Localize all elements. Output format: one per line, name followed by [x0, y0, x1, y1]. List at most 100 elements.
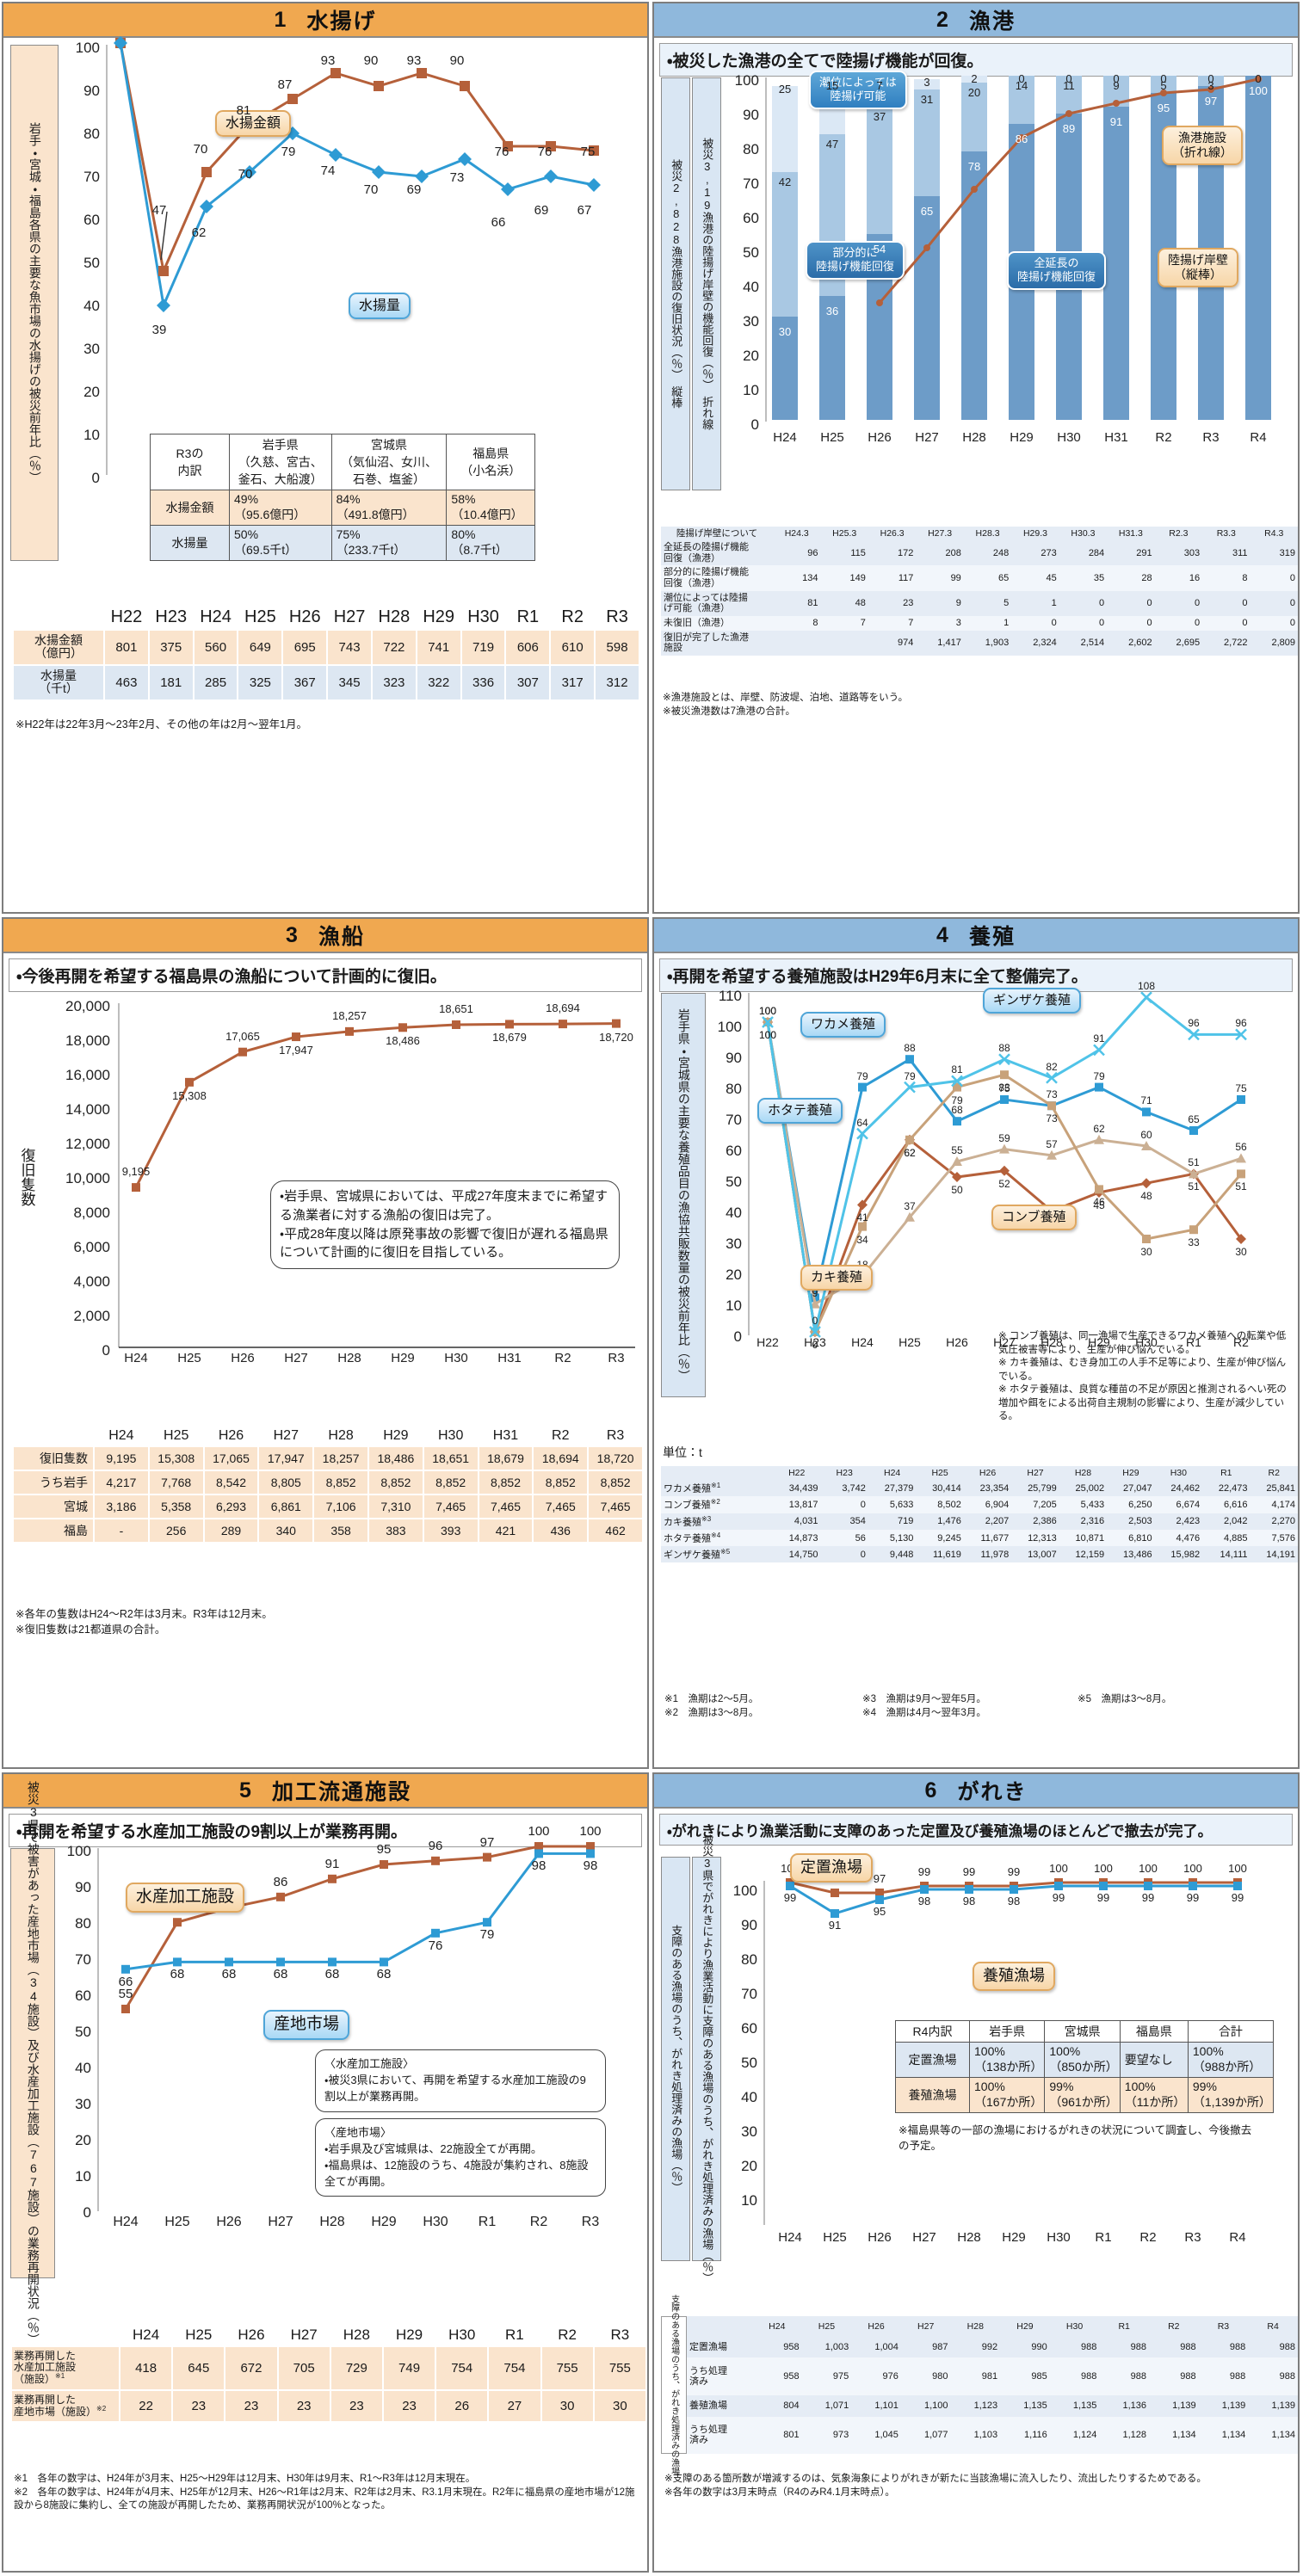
bar-value-tide: 0: [1065, 72, 1072, 85]
ytick: 100: [717, 1019, 742, 1035]
table-cell: 27,047: [1107, 1480, 1155, 1497]
table-cell: 23: [330, 2390, 382, 2421]
table-cell: 1,077: [900, 2416, 951, 2454]
data-label: 68: [376, 1967, 392, 1982]
panel1-number: 1: [274, 7, 288, 32]
ytick: 30: [743, 313, 759, 330]
panel6-number: 6: [924, 1778, 939, 1803]
year-header: H25.3: [820, 527, 868, 541]
ytick: 0: [750, 416, 759, 433]
table-cell: 30,414: [916, 1480, 964, 1497]
panel1-plot: [106, 36, 601, 475]
table-cell: 1,135: [1000, 2394, 1050, 2417]
table-row: R4内訳 岩手県 宮城県 福島県 合計: [895, 2020, 1275, 2043]
table-cell: -: [95, 1519, 148, 1542]
panel3-title-bar: 3 漁船: [3, 919, 647, 953]
table-cell: 1,128: [1099, 2416, 1149, 2454]
x-axis-label: H24: [773, 430, 797, 445]
note-line: ※各年の数字は3月末時点（R4のみR4.1月末時点）。: [664, 2487, 895, 2498]
ytick: 6,000: [73, 1239, 110, 1255]
table-cell: 303: [1154, 540, 1203, 566]
ytick: 10: [741, 2192, 757, 2209]
table-cell: 1,103: [950, 2416, 1001, 2454]
table-cell: 8,502: [916, 1496, 964, 1513]
bubble-tide: 潮位によっては 陸揚げ可能: [809, 71, 907, 109]
panel-kakoryutsu: 5 加工流通施設 ・再開を希望する水産加工施設の9割以上が業務再開。 被災3県で…: [2, 1772, 649, 2573]
table-cell: 705: [278, 2347, 330, 2389]
x-axis-label: H31: [1104, 430, 1128, 445]
table-cell: 322: [417, 665, 460, 699]
bar-value-partial: 20: [967, 86, 981, 99]
data-label: 79: [904, 1069, 916, 1082]
data-label: 30: [1140, 1246, 1152, 1258]
year-header: H24: [108, 1428, 134, 1443]
data-label: 75: [580, 145, 596, 159]
data-label: 71: [1140, 1094, 1152, 1107]
table-cell: 35: [1059, 565, 1108, 591]
data-label: 55: [951, 1144, 963, 1156]
table-cell: 312: [596, 665, 639, 699]
data-label: 67: [577, 203, 592, 218]
breakdown-cell: 100% （988か所）: [1187, 2042, 1275, 2078]
panel1-axis-caption: 岩手・宮城・福島各県の主要な魚市場の水揚げの被災前年比（％）: [10, 45, 59, 561]
ytick: 90: [741, 1917, 757, 1933]
data-label: 68: [324, 1967, 340, 1982]
table-cell: 3,186: [95, 1495, 148, 1518]
bubble-konbu: コンブ養殖: [991, 1205, 1077, 1230]
bar-value-tide: 25: [778, 83, 792, 96]
data-label: 0: [812, 1339, 818, 1351]
x-axis-label: H26: [216, 2215, 242, 2229]
table-row: 潮位によっては陸揚 げ可能（漁港） 81 48 23 9 5 1 0 0 0 0 0: [661, 590, 1298, 616]
table-cell: 988: [1099, 2357, 1149, 2395]
table-cell: 11,978: [963, 1546, 1012, 1563]
table-cell: 4,476: [1154, 1529, 1203, 1547]
year-header: H28: [950, 2316, 1001, 2337]
breakdown-corner: R4内訳: [895, 2020, 970, 2043]
table-cell: 645: [173, 2347, 225, 2389]
data-label: 45: [1093, 1199, 1105, 1211]
ytick: 80: [83, 126, 100, 142]
table-cell: 1,124: [1049, 2416, 1100, 2454]
x-axis-label: R1: [1095, 2230, 1112, 2245]
breakdown-cell: 100% （167か所）: [968, 2077, 1046, 2113]
panel3-notes: ※各年の隻数はH24～R2年は3月末。R3年は12月末。 ※復旧隻数は21都道県…: [15, 1607, 273, 1637]
ytick: 60: [741, 2020, 757, 2037]
table-row: うち処理 済み 801 973 1,045 1,077 1,103 1,116 1,124 1,…: [687, 2416, 1298, 2454]
year-header: R3: [610, 2326, 630, 2343]
data-label: 82: [1046, 1060, 1058, 1073]
table-cell: 421: [479, 1519, 533, 1542]
table-cell: 18,486: [368, 1447, 423, 1470]
table-cell: 2,270: [1250, 1513, 1298, 1530]
year-header: R1: [1099, 2316, 1149, 2337]
data-label: 100: [528, 1824, 550, 1839]
data-label: 18,486: [386, 1034, 420, 1048]
panel3-plot: [118, 1003, 635, 1348]
year-header: H23: [820, 1466, 868, 1480]
table-cell: 17,947: [259, 1447, 313, 1470]
table-cell: 393: [423, 1519, 478, 1542]
bar-value-tide: 15: [825, 79, 839, 92]
table-cell: 7,768: [149, 1471, 203, 1494]
table-cell: 8,805: [259, 1471, 313, 1494]
bar-value-full: 54: [873, 243, 886, 256]
table-cell: 7,465: [423, 1495, 478, 1518]
panel5-number: 5: [239, 1778, 253, 1803]
data-label: 98: [583, 1858, 598, 1874]
table-cell: 560: [194, 631, 238, 664]
data-label: 90: [449, 53, 465, 68]
table-cell: 7,465: [534, 1495, 588, 1518]
table-cell: 6,674: [1154, 1496, 1203, 1513]
table-cell: 256: [149, 1519, 203, 1542]
bar-value-full: 65: [920, 205, 934, 218]
table-cell: 17,065: [204, 1447, 258, 1470]
table-cell: 28: [1107, 565, 1155, 591]
x-axis-label: H26: [231, 1351, 255, 1365]
x-axis-label: R1: [1186, 1335, 1201, 1349]
panel6-title-bar: 6 がれき: [654, 1774, 1298, 1809]
panel-gareki: 6 がれき ・がれきにより漁業活動に支障のあった定置及び養殖漁場のほとんどで撤去…: [652, 1772, 1300, 2573]
panel-gyoko: 2 漁港 ・被災した漁港の全てで陸揚げ機能が回復。 被災2,828漁港施設の復旧…: [652, 2, 1300, 914]
ytick: 0: [733, 1328, 742, 1345]
data-label: 98: [1007, 1895, 1021, 1907]
table-cell: 14,750: [773, 1546, 821, 1563]
table-row: 宮城 3,186 5,358 6,293 6,861 7,106 7,310 7,465 7,4…: [14, 1495, 642, 1518]
